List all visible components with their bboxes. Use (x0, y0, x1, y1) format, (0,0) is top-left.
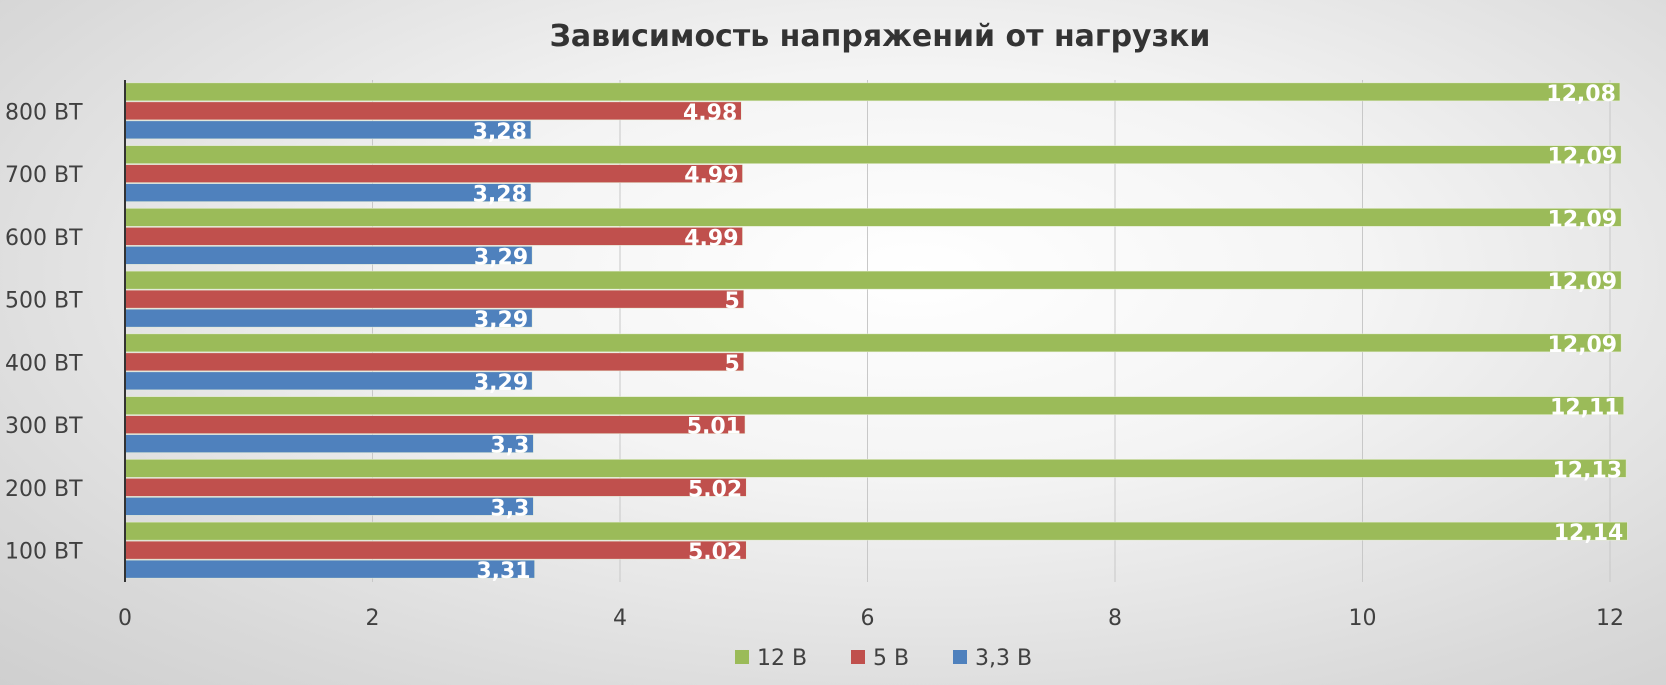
chart-title: Зависимость напряжений от нагрузки (550, 19, 1211, 54)
x-tick-label: 6 (861, 606, 875, 631)
data-label: 3,28 (473, 183, 527, 208)
data-label: 3,29 (474, 308, 528, 333)
data-label: 12,08 (1546, 82, 1616, 107)
data-label: 12,11 (1550, 396, 1620, 421)
bar (124, 497, 534, 516)
bar (124, 227, 743, 246)
data-label: 4.99 (684, 226, 738, 251)
data-label: 12,09 (1548, 145, 1618, 170)
data-label: 3,28 (473, 120, 527, 145)
bar (124, 540, 747, 560)
legend-label: 12 В (757, 646, 807, 671)
bar (124, 183, 532, 202)
legend-swatch (953, 650, 967, 664)
y-category-label: 400 ВТ (5, 351, 83, 376)
data-label: 4.99 (684, 164, 738, 189)
data-label: 3,3 (490, 434, 529, 459)
bar (124, 333, 1622, 353)
y-category-label: 300 ВТ (5, 414, 83, 439)
bar (124, 434, 534, 453)
x-tick-label: 4 (613, 606, 627, 631)
bar (124, 164, 743, 183)
data-label: 5 (724, 352, 739, 377)
x-tick-label: 0 (118, 606, 132, 631)
bar (124, 396, 1624, 415)
bar (124, 415, 746, 434)
bar (124, 82, 1621, 102)
data-label: 4.98 (683, 101, 737, 126)
y-category-label: 500 ВТ (5, 289, 83, 314)
bar (124, 289, 744, 309)
data-label: 12,09 (1548, 207, 1618, 232)
data-label: 12,14 (1554, 521, 1624, 546)
data-label: 5.02 (688, 477, 742, 502)
data-label: 5.01 (687, 415, 741, 440)
bar (124, 308, 533, 328)
legend-label: 5 В (873, 646, 909, 671)
data-label: 12,09 (1548, 333, 1618, 358)
x-tick-label: 12 (1596, 606, 1624, 631)
y-category-label: 200 ВТ (5, 477, 83, 502)
data-label: 3,29 (474, 371, 528, 396)
data-label: 3,31 (476, 559, 530, 584)
bar (124, 559, 535, 579)
legend-swatch (851, 650, 865, 664)
bar (124, 145, 1622, 164)
data-label: 3,3 (490, 496, 529, 521)
data-label: 12,09 (1548, 270, 1618, 295)
y-category-label: 100 ВТ (5, 540, 83, 565)
bar (124, 521, 1628, 541)
bar (124, 120, 532, 140)
bar (124, 478, 747, 497)
y-category-label: 700 ВТ (5, 163, 83, 188)
bar (124, 459, 1627, 478)
data-label: 5 (724, 289, 739, 314)
bar (124, 270, 1622, 290)
x-tick-label: 10 (1349, 606, 1377, 631)
data-label: 3,29 (474, 245, 528, 270)
x-tick-label: 8 (1108, 606, 1122, 631)
data-label: 5.02 (688, 540, 742, 565)
bar (124, 352, 744, 372)
data-label: 12,13 (1552, 458, 1622, 483)
y-category-label: 600 ВТ (5, 226, 83, 251)
bar (124, 208, 1622, 227)
bar (124, 371, 533, 391)
bar (124, 246, 533, 265)
legend-label: 3,3 В (975, 646, 1032, 671)
y-category-label: 800 ВТ (5, 100, 83, 125)
legend-swatch (735, 650, 749, 664)
bar (124, 101, 742, 121)
x-tick-label: 2 (366, 606, 380, 631)
